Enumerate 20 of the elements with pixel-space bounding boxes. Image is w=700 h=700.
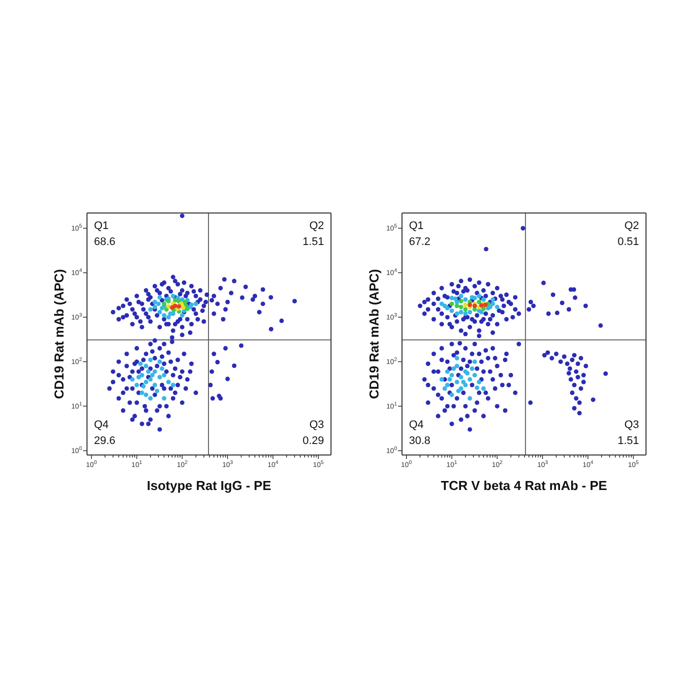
x-axis-title: Isotype Rat IgG - PE [146,478,272,493]
annotation: 1.51 [302,236,324,249]
y-axis-title: CD19 Rat mAb (APC) [52,268,67,400]
annotation: Q3 [624,419,639,432]
annotation: 1.51 [618,435,639,448]
annotation: Q4 [94,419,109,432]
annotation: 0.29 [302,435,324,448]
annotation: Q1 [409,220,424,233]
annotation: Q2 [624,220,639,233]
x-axis-title: TCR V beta 4 Rat mAb - PE [440,478,608,493]
annotation: Q2 [309,220,324,233]
annotation: 0.51 [618,236,639,249]
annotation: 29.6 [94,435,116,448]
annotation: Q1 [94,220,109,233]
y-axis-title: CD19 Rat mAb (APC) [366,268,382,400]
annotation: Q4 [409,419,424,432]
annotation: 67.2 [409,236,430,249]
annotation: 68.6 [94,236,116,249]
annotation: Q3 [309,419,324,432]
annotation: 30.8 [409,435,430,448]
